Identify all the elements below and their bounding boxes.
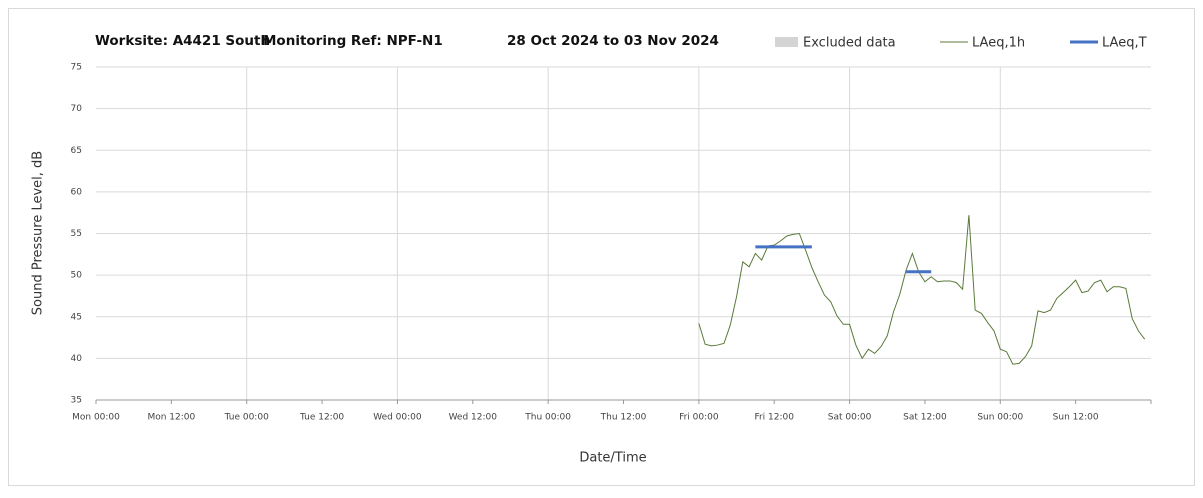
legend-label: LAeq,1h [972,36,1025,51]
legend-swatch [775,37,798,47]
chart-title: 28 Oct 2024 to 03 Nov 2024 [507,33,719,49]
x-tick-label: Wed 12:00 [449,413,498,423]
chart-title: Monitoring Ref: NPF-N1 [263,33,443,49]
x-tick-label: Sat 00:00 [828,413,872,423]
legend-label: LAeq,T [1102,36,1147,51]
chart-border [8,8,1195,486]
x-tick-label: Mon 00:00 [72,413,120,423]
series-line [698,215,1146,365]
y-tick-label: 60 [71,187,83,197]
x-tick-label: Sun 12:00 [1053,413,1099,423]
y-tick-label: 40 [71,354,83,364]
y-tick-label: 45 [71,312,82,322]
y-tick-label: 55 [71,229,82,239]
x-tick-label: Thu 00:00 [524,413,571,423]
chart-title: Worksite: A4421 South [95,33,270,49]
x-tick-label: Fri 00:00 [679,413,719,423]
y-axis-label: Sound Pressure Level, dB [31,151,46,315]
x-tick-label: Tue 12:00 [299,413,344,423]
y-tick-label: 75 [71,63,82,73]
y-tick-label: 35 [71,396,82,406]
x-tick-label: Fri 12:00 [754,413,794,423]
y-tick-label: 70 [71,104,83,114]
x-tick-label: Wed 00:00 [373,413,422,423]
x-tick-label: Mon 12:00 [147,413,195,423]
y-tick-label: 65 [71,146,82,156]
legend-label: Excluded data [803,36,896,51]
x-axis-label: Date/Time [579,451,646,466]
x-tick-label: Sat 12:00 [903,413,947,423]
x-tick-label: Thu 12:00 [600,413,647,423]
x-tick-label: Sun 00:00 [977,413,1023,423]
y-tick-label: 50 [71,271,83,281]
series-line [755,245,932,274]
x-tick-label: Tue 00:00 [224,413,269,423]
